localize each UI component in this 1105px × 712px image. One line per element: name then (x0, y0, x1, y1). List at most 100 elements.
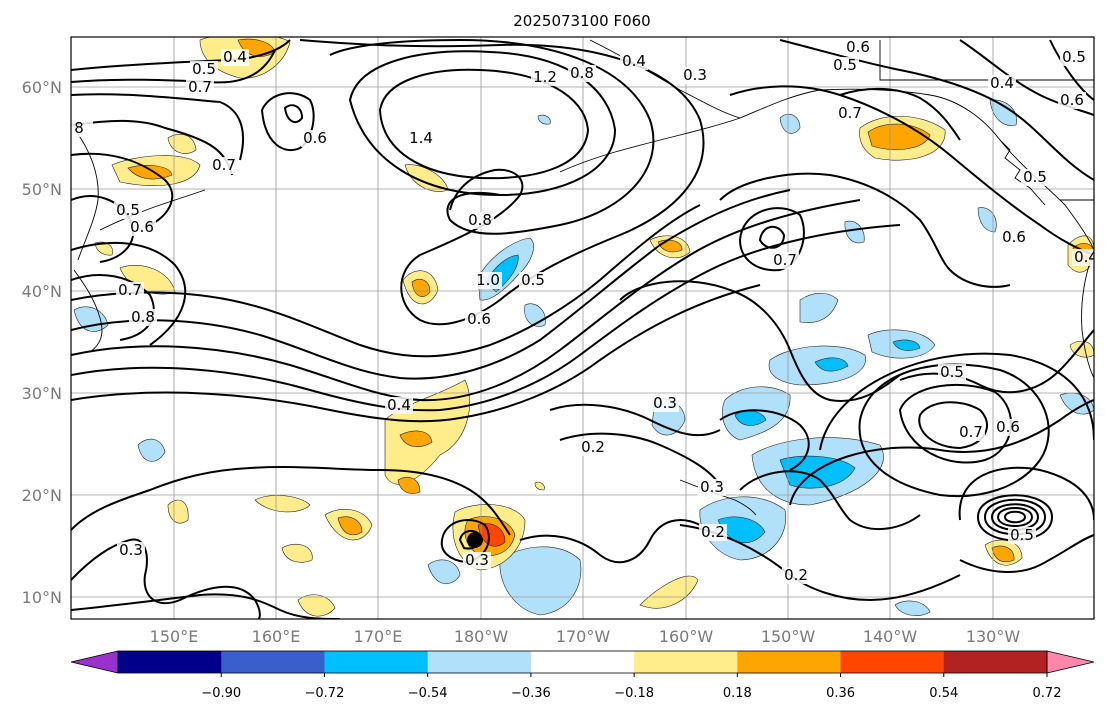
contour-label: 0.3 (683, 66, 707, 84)
contour-line (1003, 510, 1027, 524)
contour-label: 0.5 (1010, 526, 1034, 544)
contour-label-bg (186, 79, 214, 96)
contour-label: 0.3 (700, 478, 724, 496)
shade-patch (399, 430, 433, 448)
contour-label: 1.2 (533, 68, 557, 86)
contour-label-bg (128, 219, 156, 236)
contour-label: 0.7 (773, 251, 797, 269)
colorbar-swatch (324, 651, 429, 673)
shade-patch (537, 114, 551, 125)
shade-patch (844, 220, 865, 244)
contour-label-bg (651, 395, 679, 412)
contour-lines (71, 38, 1094, 619)
contour-line (348, 50, 617, 197)
colorbar-tick-label: −0.72 (305, 686, 345, 701)
contour-line (71, 466, 511, 536)
contour-line (1049, 39, 1094, 101)
contour-line (71, 152, 174, 226)
contour-label-bg (1072, 249, 1094, 266)
contour-line (758, 225, 786, 249)
contour-label: 0.4 (1074, 248, 1098, 266)
contour-label-bg (190, 61, 218, 78)
lon-label-160w: 160°W (659, 627, 714, 646)
contour-label: 0.4 (387, 396, 411, 414)
contour-label: 0.3 (465, 551, 489, 569)
contour-label: 0.8 (131, 308, 155, 326)
contour-label: 0.5 (1023, 168, 1047, 186)
coastline-bc (999, 139, 1046, 206)
contour-line (959, 534, 1094, 573)
lon-label-150w: 150°W (761, 627, 816, 646)
contour-label: 0.5 (940, 363, 964, 381)
shade-patch (167, 499, 189, 524)
shade-patch (337, 516, 363, 536)
contour-label: 0.7 (118, 281, 142, 299)
contour-label-bg (1058, 92, 1086, 109)
contour-label-bg (831, 57, 859, 74)
coastline-kamchatka (74, 129, 99, 261)
contour-line (329, 38, 655, 235)
latitude-labels: 60°N 50°N 40°N 30°N 20°N 10°N (22, 78, 62, 607)
contour-label-bg (957, 424, 985, 441)
contour-line (679, 524, 961, 602)
colorbar-extend-left (70, 650, 119, 674)
contour-label: 0.7 (212, 156, 236, 174)
lat-label-50n: 50°N (22, 180, 62, 199)
contour-label-bg (988, 75, 1016, 92)
contour-line (559, 432, 721, 486)
contour-label-bg (620, 53, 648, 70)
coastline-japan (73, 269, 103, 353)
contour-line (899, 329, 1094, 394)
contour-label: 0.4 (622, 52, 646, 70)
contour-label-bg (531, 69, 559, 86)
contour-label-bg (844, 39, 872, 56)
contour-label: 0.5 (521, 271, 545, 289)
contour-label-bg (681, 67, 709, 84)
contour-label: 0.2 (784, 566, 808, 584)
colorbar-tick-label: −0.18 (614, 686, 654, 701)
contour-line (71, 204, 701, 358)
contour-label: 0.2 (701, 523, 725, 541)
coastline-northamerica (1081, 249, 1094, 379)
colorbar-swatch (840, 651, 945, 673)
shade-patch (411, 279, 431, 297)
map-title: 2025073100 F060 (513, 12, 650, 30)
coastline-hawaii (679, 479, 757, 516)
contour-line (983, 498, 1047, 536)
contour-label-bg (129, 309, 157, 326)
negative-shading (73, 99, 1094, 616)
contour-label-bg (474, 272, 502, 289)
map-background (71, 37, 1094, 619)
contour-line (71, 119, 233, 176)
contour-label: 0.7 (838, 104, 862, 122)
lon-label-140w: 140°W (863, 627, 918, 646)
contour-label: 0.4 (990, 74, 1014, 92)
contour-line (839, 87, 961, 141)
shade-patch (534, 481, 545, 491)
lat-label-40n: 40°N (22, 282, 62, 301)
contour-label: 1.4 (409, 129, 433, 147)
colorbar-tick-label: −0.54 (408, 686, 448, 701)
shade-patch (894, 600, 931, 616)
contour-line (440, 519, 490, 564)
contour-label: 0.3 (119, 541, 143, 559)
lon-label-170w: 170°W (556, 627, 611, 646)
storm-center-marker (467, 532, 483, 548)
longitude-labels: 150°E 160°E 170°E 180°W 170°W 160°W 150°… (150, 627, 1021, 646)
contour-line (858, 363, 1050, 498)
contour-label-bg (836, 105, 864, 122)
contour-line (71, 593, 341, 619)
shade-patch (73, 306, 109, 332)
contour-label-bg (71, 120, 93, 137)
lon-label-160e: 160°E (252, 627, 301, 646)
contour-label-bg (1008, 527, 1036, 544)
contour-line (283, 104, 304, 124)
contour-line (260, 92, 315, 152)
contour-line (378, 68, 590, 180)
contour-label-bg (782, 567, 810, 584)
contour-label-bg (385, 397, 413, 414)
colorbar: −0.90 −0.72 −0.54 −0.36 −0.18 0.18 0.36 0.54 0.7… (70, 650, 1095, 701)
lat-label-20n: 20°N (22, 486, 62, 505)
contour-label: 0.5 (1062, 48, 1086, 66)
